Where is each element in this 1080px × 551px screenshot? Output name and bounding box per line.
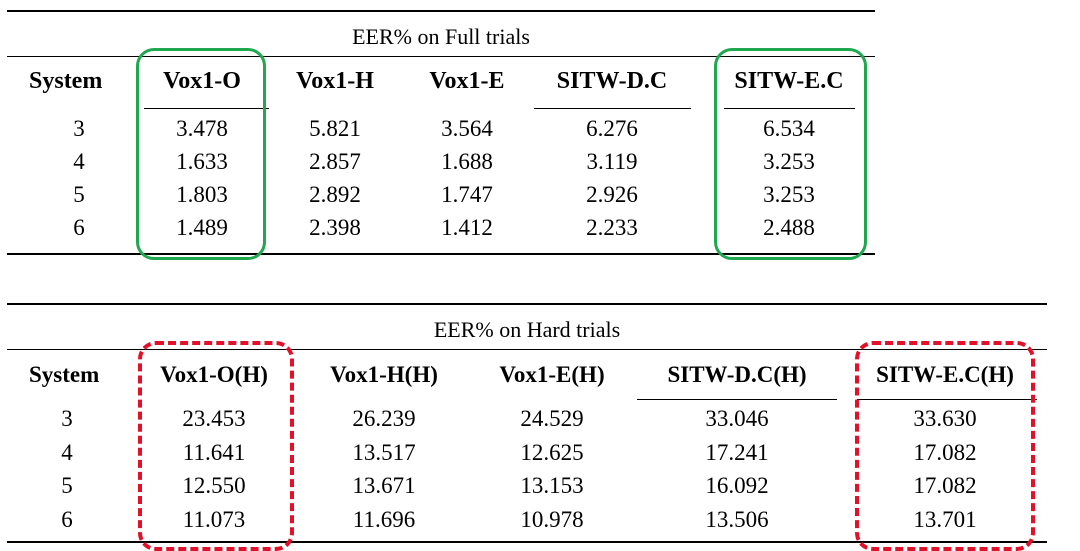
eer-value-cell: 3.564	[441, 116, 493, 141]
caption-rule	[7, 56, 875, 57]
system-id-cell: 3	[73, 116, 85, 141]
header-sitw-e-c-h: SITW-E.C(H)	[876, 362, 1014, 387]
eer-value-cell: 2.892	[309, 182, 361, 207]
system-id-cell: 4	[61, 439, 73, 465]
header-underline	[857, 399, 1037, 400]
eer-value-cell: 26.239	[352, 406, 416, 431]
eer-value-cell: 6.276	[586, 116, 638, 141]
eer-value-cell: 3.478	[176, 116, 228, 141]
eer-value-cell: 13.153	[520, 473, 584, 498]
eer-value-cell: 5.821	[309, 116, 361, 141]
header-underline	[144, 108, 269, 109]
eer-value-cell: 12.625	[520, 439, 584, 465]
header-vox1-o-h: Vox1-O(H)	[160, 362, 268, 387]
eer-value-cell: 33.630	[913, 406, 977, 431]
eer-value-cell: 2.857	[309, 149, 361, 174]
highlight-box-sitw-e-c-h	[855, 341, 1035, 551]
eer-value-cell: 3.119	[586, 149, 638, 174]
caption-rule	[7, 349, 1047, 350]
highlight-box-vox1-o	[136, 48, 266, 260]
header-system: System	[29, 362, 100, 387]
highlight-box-sitw-e-c	[714, 48, 867, 260]
eer-value-cell: 23.453	[182, 406, 246, 431]
top-rule	[7, 10, 875, 12]
header-sitw-d-c-h: SITW-D.C(H)	[667, 362, 807, 387]
eer-value-cell: 17.082	[913, 439, 977, 465]
eer-value-cell: 6.534	[763, 116, 815, 141]
eer-value-cell: 13.671	[352, 473, 416, 498]
header-vox1-h: Vox1-H	[296, 68, 374, 94]
table-caption: EER% on Hard trials	[433, 317, 621, 342]
system-id-cell: 6	[73, 215, 85, 240]
eer-value-cell: 17.241	[705, 439, 769, 465]
hard-trials-table: EER% on Hard trials System Vox1-O(H) Vox…	[7, 303, 1047, 551]
header-sitw-e-c: SITW-E.C	[734, 68, 844, 94]
eer-value-cell: 13.506	[705, 506, 769, 532]
eer-value-cell: 2.398	[309, 215, 361, 240]
eer-value-cell: 2.926	[586, 182, 638, 207]
header-system: System	[29, 68, 103, 94]
eer-value-cell: 16.092	[705, 473, 769, 498]
highlight-box-vox1-o-h	[138, 341, 294, 551]
eer-value-cell: 10.978	[520, 506, 584, 532]
header-sitw-d-c: SITW-D.C	[556, 68, 668, 94]
eer-value-cell: 13.701	[913, 506, 977, 532]
eer-value-cell: 1.489	[176, 215, 228, 240]
header-underline	[534, 108, 691, 109]
eer-value-cell: 1.633	[176, 149, 228, 174]
eer-value-cell: 2.233	[586, 215, 638, 240]
eer-value-cell: 1.412	[441, 215, 493, 240]
system-id-cell: 5	[73, 182, 85, 207]
eer-value-cell: 13.517	[352, 439, 416, 465]
system-id-cell: 4	[73, 149, 85, 174]
top-rule	[7, 303, 1047, 305]
full-trials-table: EER% on Full trials System Vox1-O Vox1-H…	[7, 0, 875, 260]
system-id-cell: 3	[61, 406, 73, 431]
eer-value-cell: 3.253	[763, 149, 815, 174]
eer-value-cell: 33.046	[705, 406, 769, 431]
system-id-cell: 6	[61, 506, 73, 532]
table-caption: EER% on Full trials	[352, 24, 530, 49]
header-underline	[724, 108, 855, 109]
eer-value-cell: 11.073	[182, 506, 246, 532]
system-id-cell: 5	[61, 473, 73, 498]
header-vox1-o: Vox1-O	[163, 68, 241, 94]
eer-value-cell: 1.803	[176, 182, 228, 207]
eer-value-cell: 1.747	[441, 182, 493, 207]
bottom-rule	[7, 541, 1047, 543]
eer-value-cell: 11.641	[182, 439, 246, 465]
eer-value-cell: 2.488	[763, 215, 815, 240]
eer-value-cell: 3.253	[763, 182, 815, 207]
eer-value-cell: 11.696	[352, 506, 416, 532]
eer-value-cell: 17.082	[913, 473, 977, 498]
header-underline	[637, 399, 837, 400]
eer-value-cell: 1.688	[441, 149, 493, 174]
header-vox1-e: Vox1-E	[429, 68, 505, 94]
bottom-rule	[7, 253, 875, 255]
eer-value-cell: 12.550	[182, 473, 246, 498]
header-vox1-e-h: Vox1-E(H)	[499, 362, 605, 387]
eer-value-cell: 24.529	[520, 406, 584, 431]
header-vox1-h-h: Vox1-H(H)	[330, 362, 438, 387]
